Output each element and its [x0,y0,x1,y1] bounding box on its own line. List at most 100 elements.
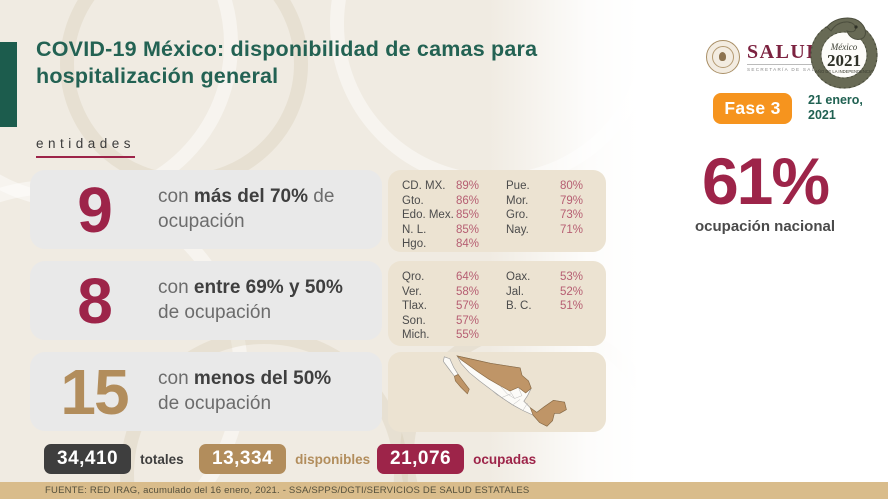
date-line1: 21 enero, [808,93,863,107]
states-column: Oax. 53% Jal. 52% B. C. 51% [506,270,592,337]
section-label-entidades: entidades [36,136,136,158]
state-row: N. L. 85% [402,223,506,238]
state-name: Jal. [506,285,524,298]
state-name: Gro. [506,209,529,222]
state-row: Jal. 52% [506,285,592,300]
date-line2: 2021 [808,108,836,122]
state-occupancy-value: 84% [456,238,480,251]
state-occupancy-value: 53% [560,271,584,283]
salud-wordmark: SALUD [747,41,823,64]
mexico-map-card [388,352,606,432]
state-occupancy-value: 51% [560,300,584,313]
state-occupancy-value: 73% [560,209,584,222]
state-row: B. C. 51% [506,299,592,314]
occupied-beds: 21,076 ocupadas [377,444,536,474]
state-name: Mich. [402,329,430,342]
criterion-bold: más del 70% [193,185,308,207]
states-table-mid: Qro. 64% Ver. 58% Tlax. 57% Son. 57% Mich. 55% Oa… [388,261,606,346]
entity-criterion: con menos del 50% de ocupación [158,367,372,416]
state-name: Oax. [506,271,531,283]
entity-criterion: con más del 70% de ocupación [158,185,372,234]
total-beds-badge: 34,410 [44,444,132,474]
state-row: Gro. 73% [506,208,592,223]
criterion-text: de [308,185,335,207]
available-beds-label: disponibles [295,451,371,467]
salud-logo-text: SALUD SECRETARÍA DE SALUD [747,42,825,72]
total-beds: 34,410 totales [44,444,184,474]
page-title-line1: COVID-19 México: disponibilidad de camas… [36,37,538,61]
state-row: Nay. 71% [506,223,592,238]
page-title: COVID-19 México: disponibilidad de camas… [36,36,606,89]
salud-seal-icon [706,40,740,74]
criterion-bold: menos del 50% [193,367,332,389]
state-occupancy-value: 80% [560,180,584,192]
state-occupancy-value: 71% [560,223,584,236]
state-occupancy-value: 79% [560,194,584,207]
state-row: Qro. 64% [402,270,506,285]
mexico-map [443,355,567,427]
state-name: B. C. [506,300,532,313]
criterion-text: con [158,185,194,207]
entities-row-low-occupancy: 15 con menos del 50% de ocupación [30,352,382,431]
svg-text:2021: 2021 [827,51,861,70]
criterion-text: con [158,276,194,298]
source-text: FUENTE: RED IRAG, acumulado del 16 enero… [45,485,530,496]
state-name: Ver. [402,285,422,298]
state-occupancy-value: 64% [456,271,480,283]
criterion-text: ocupación [158,210,245,232]
total-beds-label: totales [140,451,184,467]
occupied-beds-badge: 21,076 [377,444,465,474]
state-occupancy-value: 85% [456,209,480,222]
national-occupancy-value: 61% [701,144,830,218]
states-table-high: CD. MX. 89% Gto. 86% Edo. Mex. 85% N. L. 85% Hgo… [388,170,606,252]
svg-text:AÑO DE LA INDEPENDENCIA: AÑO DE LA INDEPENDENCIA [815,69,873,74]
mexico-2021-emblem: México 2021 AÑO DE LA INDEPENDENCIA [809,13,879,89]
quetzalcoatl-icon: México 2021 AÑO DE LA INDEPENDENCIA [810,17,878,89]
states-column: Pue. 80% Mor. 79% Gro. 73% Nay. 71% [506,179,592,243]
state-row: Mor. 79% [506,194,592,209]
state-occupancy-value: 55% [456,329,480,342]
national-occupancy-label: ocupación nacional [694,218,836,235]
criterion-bold: entre 69% y 50% [193,276,343,298]
state-name: N. L. [402,223,427,236]
state-name: Pue. [506,180,530,192]
state-name: Qro. [402,271,425,283]
title-accent-bar [0,42,17,127]
available-beds-badge: 13,334 [199,444,287,474]
state-row: Oax. 53% [506,270,592,285]
salud-logo: SALUD SECRETARÍA DE SALUD [706,40,825,74]
state-occupancy-value: 85% [456,223,480,236]
state-occupancy-value: 57% [456,314,480,327]
footer-bar: FUENTE: RED IRAG, acumulado del 16 enero… [0,482,888,499]
state-name: Son. [402,314,426,327]
entities-row-high-occupancy: 9 con más del 70% de ocupación [30,170,382,249]
criterion-text: con [158,367,194,389]
state-row: Son. 57% [402,314,506,329]
state-borders [490,385,528,411]
state-name: Edo. Mex. [402,209,454,222]
entities-row-mid-occupancy: 8 con entre 69% y 50% de ocupación [30,261,382,340]
state-occupancy-value: 86% [456,194,480,207]
state-row: Edo. Mex. 85% [402,208,506,223]
state-row: Pue. 80% [506,179,592,194]
entity-count: 9 [77,173,113,246]
state-row: Ver. 58% [402,285,506,300]
state-row: Tlax. 57% [402,299,506,314]
state-row: Gto. 86% [402,194,506,209]
state-occupancy-value: 52% [560,285,584,298]
beds-totals-row: 34,410 totales 13,334 disponibles 21,076… [0,444,640,475]
available-beds: 13,334 disponibles [199,444,370,474]
date-label: 21 enero, 2021 [808,93,863,123]
criterion-text: de ocupación [158,392,272,414]
state-row: CD. MX. 89% [402,179,506,194]
state-row: Mich. 55% [402,328,506,343]
state-name: Tlax. [402,300,427,313]
occupied-beds-label: ocupadas [473,451,537,467]
state-row: Hgo. 84% [402,237,506,252]
national-occupancy: 61% ocupación nacional [686,148,844,235]
state-name: Gto. [402,194,424,207]
entity-criterion: con entre 69% y 50% de ocupación [158,276,372,325]
entity-count: 8 [77,264,113,337]
svg-text:México: México [830,42,858,52]
